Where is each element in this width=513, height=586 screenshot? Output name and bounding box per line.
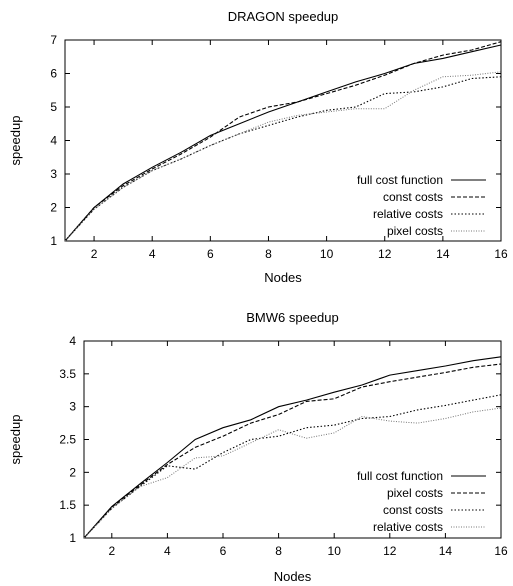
x-tick-label: 10 bbox=[328, 544, 342, 558]
x-tick-label: 12 bbox=[378, 247, 392, 261]
x-tick-label: 6 bbox=[220, 544, 227, 558]
x-tick-label: 2 bbox=[91, 247, 98, 261]
legend-label: pixel costs bbox=[387, 224, 443, 238]
x-tick-label: 4 bbox=[164, 544, 171, 558]
y-tick-label: 1.5 bbox=[59, 498, 76, 512]
x-tick-label: 4 bbox=[149, 247, 156, 261]
x-axis-label: Nodes bbox=[264, 270, 302, 285]
y-tick-label: 3 bbox=[50, 167, 57, 181]
x-tick-label: 10 bbox=[320, 247, 334, 261]
series-line-2 bbox=[64, 76, 502, 242]
x-tick-label: 8 bbox=[275, 544, 282, 558]
x-tick-label: 16 bbox=[494, 544, 508, 558]
y-tick-label: 2 bbox=[69, 465, 76, 479]
y-tick-label: 7 bbox=[50, 33, 57, 47]
chart-1: BMW6 speedup 2 4 6 8 10 12 14 16 1 1.5 2 2.5 3 3.5 4 Nod… bbox=[8, 310, 508, 584]
series-line-3 bbox=[83, 407, 502, 539]
series-line-2 bbox=[83, 394, 502, 539]
x-axis-label: Nodes bbox=[274, 569, 312, 584]
legend-label: relative costs bbox=[373, 207, 443, 221]
y-tick-label: 2.5 bbox=[59, 433, 76, 447]
legend-label: const costs bbox=[383, 190, 443, 204]
x-tick-label: 12 bbox=[383, 544, 397, 558]
y-tick-label: 6 bbox=[50, 67, 57, 81]
y-tick-label: 2 bbox=[50, 201, 57, 215]
x-tick-label: 8 bbox=[265, 247, 272, 261]
y-tick-label: 4 bbox=[50, 134, 57, 148]
y-tick-label: 3.5 bbox=[59, 367, 76, 381]
legend-label: full cost function bbox=[357, 469, 443, 483]
y-tick-label: 1 bbox=[50, 234, 57, 248]
x-tick-label: 16 bbox=[494, 247, 508, 261]
chart-title: DRAGON speedup bbox=[228, 9, 339, 24]
legend-label: pixel costs bbox=[387, 486, 443, 500]
y-tick-label: 4 bbox=[69, 334, 76, 348]
y-axis-label: speedup bbox=[8, 415, 23, 465]
x-tick-label: 14 bbox=[439, 544, 453, 558]
legend-label: relative costs bbox=[373, 520, 443, 534]
series-line-1 bbox=[64, 41, 502, 242]
legend-label: const costs bbox=[383, 503, 443, 517]
y-tick-label: 3 bbox=[69, 400, 76, 414]
y-axis-label: speedup bbox=[8, 116, 23, 166]
y-tick-label: 5 bbox=[50, 100, 57, 114]
x-tick-label: 14 bbox=[436, 247, 450, 261]
x-tick-label: 6 bbox=[207, 247, 214, 261]
legend-label: full cost function bbox=[357, 173, 443, 187]
series-line-0 bbox=[83, 356, 502, 539]
y-tick-label: 1 bbox=[69, 531, 76, 545]
series-line-0 bbox=[64, 44, 502, 242]
chart-title: BMW6 speedup bbox=[246, 310, 339, 325]
series-line-1 bbox=[83, 363, 502, 539]
x-tick-label: 2 bbox=[108, 544, 115, 558]
